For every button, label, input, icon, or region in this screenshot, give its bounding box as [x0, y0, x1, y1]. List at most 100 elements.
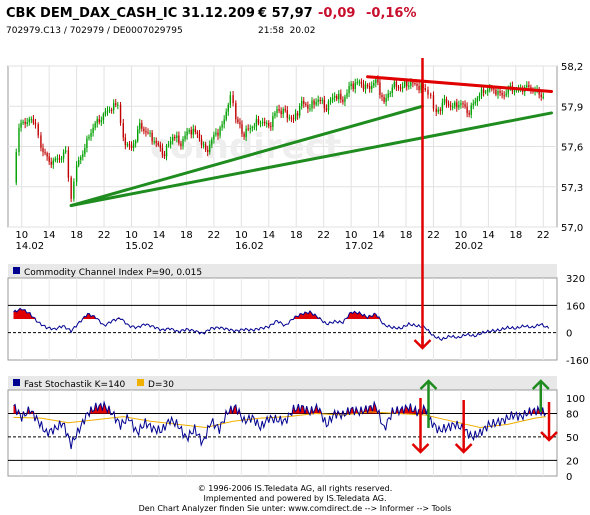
- price-candle-body: [292, 118, 295, 120]
- price-candle-body: [110, 109, 113, 111]
- price-candle-body: [540, 94, 542, 97]
- price-candle-body: [247, 128, 249, 130]
- price-candle-body: [204, 144, 207, 150]
- price-candle-body: [276, 109, 278, 113]
- price-candle-body: [447, 103, 450, 106]
- price-candle-body: [401, 86, 404, 89]
- price-candle-body: [243, 133, 245, 137]
- price-panel: comdirect 58,257,957,657,357,0 10 14 18 22 1…: [7, 62, 583, 252]
- price-candle-body: [478, 95, 481, 99]
- cci-panel: Commodity Channel Index P=90, 0.015 320 1…: [7, 264, 589, 367]
- price-x-tick: 14: [262, 230, 275, 241]
- price-candle-body: [408, 85, 410, 87]
- stochastic-y-axis: 100 80 50 20 0: [566, 394, 585, 483]
- price-candle-body: [280, 110, 282, 115]
- price-candle-body: [96, 119, 98, 124]
- stochastic-buy-arrow-1-head: [419, 379, 438, 390]
- price-candle-body: [18, 127, 20, 153]
- price-candle-body: [346, 93, 348, 97]
- price-candle-body: [491, 88, 493, 90]
- price-candle-body: [200, 139, 203, 145]
- price-candle-body: [391, 87, 393, 94]
- price-candle-body: [124, 137, 127, 146]
- price-change-pct: -0,16%: [366, 6, 417, 21]
- price-candle-body: [432, 95, 435, 109]
- price-candle-body: [282, 109, 284, 115]
- quote-header: CBK DEM_DAX_CASH_IC 31.12.209 € 57,97 -0…: [0, 0, 590, 40]
- price-candle-body: [499, 90, 501, 93]
- price-candle-body: [437, 109, 439, 112]
- cci-y-tick: 320: [566, 274, 585, 285]
- price-candle-body: [86, 138, 88, 149]
- price-candle-body: [241, 124, 243, 134]
- price-candle-body: [305, 103, 307, 105]
- cci-title: Commodity Channel Index P=90, 0.015: [24, 268, 202, 278]
- cci-plot-frame: [7, 277, 558, 361]
- price-candle-body: [180, 143, 182, 146]
- stochastic-k-legend: Fast Stochastik K=140: [24, 380, 126, 390]
- price-date-label: 16.02: [235, 241, 264, 252]
- price-candle-body: [424, 88, 426, 90]
- price-x-tick: 22: [537, 230, 550, 241]
- price-y-tick: 58,2: [561, 62, 583, 73]
- price-candle-body: [82, 154, 84, 158]
- price-candle-body: [34, 122, 37, 125]
- price-candle-body: [441, 102, 444, 111]
- price-candle-body: [451, 106, 454, 108]
- price-date-label: 15.02: [125, 241, 154, 252]
- price-candle-body: [354, 82, 356, 90]
- price-candle-body: [263, 121, 266, 124]
- price-x-tick: 18: [70, 230, 83, 241]
- price-candle-body: [215, 132, 217, 135]
- price-candle-body: [399, 87, 402, 89]
- stochastic-series: [13, 400, 547, 450]
- price-candle-body: [130, 145, 133, 148]
- price-candle-body: [147, 132, 149, 134]
- price-candle-body: [198, 133, 201, 140]
- price-date-label: 20.02: [455, 241, 484, 252]
- price-candle-body: [468, 112, 470, 115]
- price-candle-body: [117, 104, 119, 106]
- price-x-tick: 10: [15, 230, 28, 241]
- footer: © 1996-2006 IS.Teledata AG, all rights r…: [0, 484, 590, 514]
- price-candle-body: [88, 136, 90, 139]
- price-candle-body: [211, 139, 213, 145]
- price-candle-body: [161, 147, 164, 155]
- price-candle-body: [298, 106, 301, 116]
- instrument-title: CBK DEM_DAX_CASH_IC 31.12.209: [6, 6, 255, 21]
- price-candle-body: [364, 84, 367, 90]
- price-candle-body: [115, 103, 117, 105]
- price-candle-body: [190, 129, 192, 135]
- price-candle-body: [435, 108, 437, 112]
- price-candle-body: [77, 160, 80, 166]
- price-candle-body: [202, 144, 205, 146]
- trendline: [69, 104, 424, 208]
- price-candle-body: [272, 116, 274, 128]
- price-candle-body: [462, 103, 464, 105]
- price-candle-body: [290, 117, 293, 119]
- price-candle-body: [50, 161, 52, 165]
- price-x-tick: 18: [400, 230, 413, 241]
- price-candle-body: [327, 101, 330, 111]
- price-candle-body: [460, 103, 462, 105]
- price-candle-body: [480, 89, 483, 96]
- price-candle-body: [106, 110, 109, 112]
- price-candle-body: [377, 79, 379, 83]
- price-candle-body: [167, 144, 170, 146]
- price-candle-body: [336, 95, 338, 100]
- price-candle-body: [528, 85, 530, 88]
- price-candle-body: [526, 85, 528, 88]
- price-candle-body: [317, 99, 319, 102]
- price-candle-body: [476, 98, 479, 102]
- price-candle-body: [255, 119, 258, 127]
- price-candle-body: [373, 82, 375, 86]
- price-candle-body: [497, 90, 499, 95]
- price-candle-body: [350, 83, 352, 87]
- price-candle-body: [303, 100, 305, 104]
- price-y-tick: 57,0: [561, 223, 583, 234]
- price-candle-body: [176, 135, 178, 139]
- price-candle-body: [145, 130, 147, 133]
- price-x-tick: 22: [317, 230, 330, 241]
- price-candle-body: [319, 99, 321, 102]
- stochastic-d-legend: D=30: [148, 380, 174, 390]
